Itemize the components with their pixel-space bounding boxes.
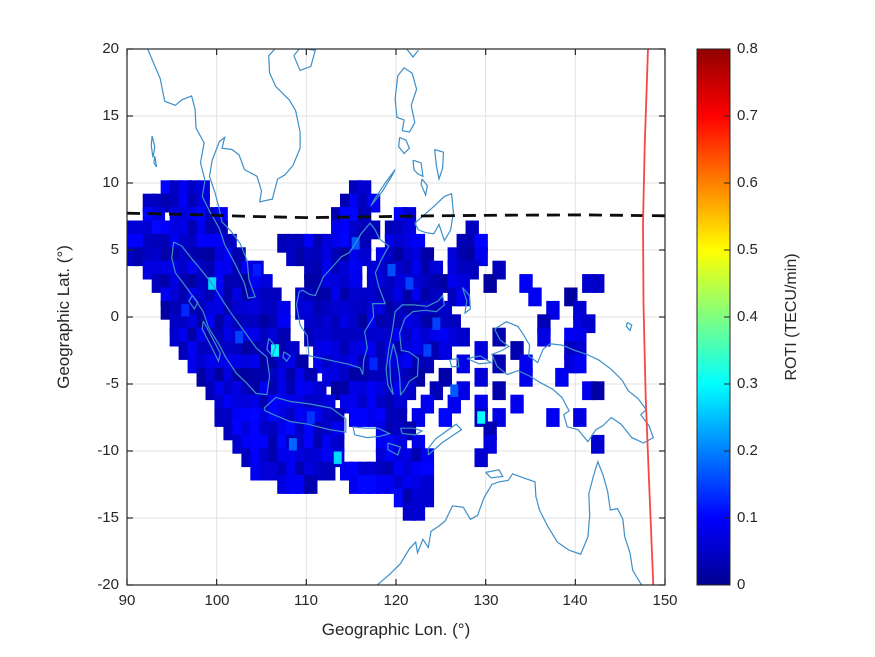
colorbar-tick-label: 0.8: [737, 40, 758, 57]
y-tick-label: 10: [102, 174, 119, 191]
axis-ticks: [126, 48, 666, 586]
x-tick-label: 100: [204, 592, 230, 609]
magnetic-equator-line: [127, 211, 665, 220]
colorbar-tick-label: 0.7: [737, 107, 758, 124]
colorbar-tick-label: 0: [737, 576, 746, 593]
colorbar-label: ROTI (TECU/min): [783, 253, 800, 381]
y-tick-label: -10: [97, 442, 119, 459]
y-tick-label: -20: [97, 576, 119, 593]
y-tick-label: 0: [110, 308, 119, 325]
terminator-line: [642, 49, 655, 585]
x-tick-label: 130: [473, 592, 499, 609]
y-tick-label: 15: [102, 107, 119, 124]
y-tick-label: 5: [110, 241, 119, 258]
x-tick-label: 140: [562, 592, 588, 609]
x-tick-label: 90: [118, 592, 136, 609]
colorbar-tick-label: 0.3: [737, 375, 758, 392]
x-tick-label: 120: [383, 592, 409, 609]
colorbar-tick-label: 0.5: [737, 241, 758, 258]
x-tick-label: 150: [652, 592, 678, 609]
colorbar-ticks: [724, 115, 730, 519]
y-tick-label: -5: [105, 375, 119, 392]
y-tick-label: 20: [102, 40, 119, 57]
roti-cells-layer: [127, 180, 605, 521]
y-axis-label: Geographic Lat. (°): [54, 245, 73, 389]
colorbar-tick-label: 0.1: [737, 509, 758, 526]
x-axis-label: Geographic Lon. (°): [321, 620, 471, 639]
colorbar-tick-label: 0.2: [737, 442, 758, 459]
colorbar-tick-label: 0.4: [737, 308, 758, 325]
y-tick-label: -15: [97, 509, 119, 526]
coastlines-layer: [147, 49, 655, 585]
colorbar-tick-label: 0.6: [737, 174, 758, 191]
x-tick-label: 110: [294, 592, 318, 609]
